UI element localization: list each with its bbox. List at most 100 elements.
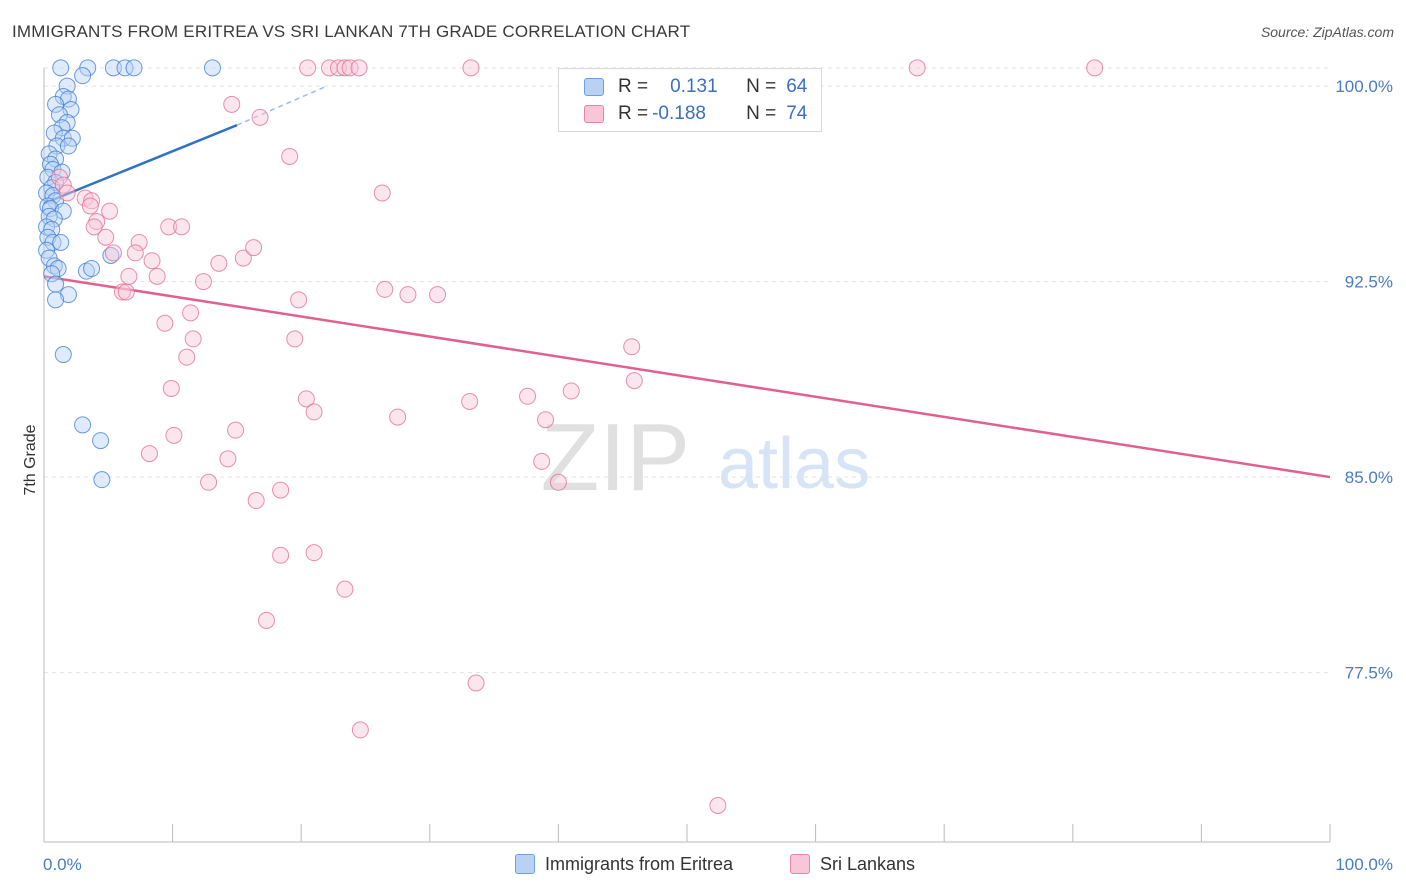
x-tick-label-min: 0.0% bbox=[43, 855, 82, 874]
legend-r-value-srilankans: -0.188 bbox=[652, 103, 706, 124]
x-tick-label-max: 100.0% bbox=[1335, 855, 1393, 874]
point-srilankans bbox=[140, 445, 158, 463]
point-srilankans bbox=[299, 59, 317, 77]
point-srilankans bbox=[467, 674, 485, 692]
point-eritrea bbox=[102, 247, 120, 264]
point-srilankans bbox=[341, 59, 359, 77]
point-srilankans bbox=[519, 387, 537, 405]
point-srilankans bbox=[173, 218, 191, 236]
point-srilankans bbox=[376, 280, 394, 298]
point-srilankans bbox=[58, 184, 76, 202]
point-srilankans bbox=[227, 421, 245, 439]
point-srilankans bbox=[351, 721, 369, 739]
point-eritrea bbox=[45, 124, 63, 142]
point-srilankans bbox=[272, 481, 290, 499]
point-eritrea bbox=[63, 129, 81, 147]
point-srilankans bbox=[908, 59, 926, 77]
point-eritrea bbox=[59, 137, 77, 155]
legend-r-label: R = bbox=[618, 103, 649, 124]
point-srilankans bbox=[320, 59, 338, 77]
point-eritrea bbox=[47, 95, 65, 113]
trend-line-srilankans bbox=[43, 275, 1331, 479]
point-srilankans bbox=[462, 59, 480, 77]
trend-line-eritrea-extension bbox=[236, 85, 328, 126]
y-tick-label: 92.5% bbox=[1345, 273, 1393, 292]
point-eritrea bbox=[125, 59, 143, 77]
point-srilankans bbox=[178, 348, 196, 366]
point-srilankans bbox=[160, 218, 178, 236]
point-eritrea bbox=[74, 416, 92, 434]
point-eritrea bbox=[77, 262, 95, 280]
point-srilankans bbox=[373, 184, 391, 202]
point-srilankans bbox=[182, 304, 200, 322]
stats-legend: R = 0.131 N = 64 R = -0.188 N = 74 bbox=[558, 68, 822, 132]
point-srilankans bbox=[429, 286, 447, 304]
legend-r-value-eritrea: 0.131 bbox=[670, 76, 718, 97]
point-srilankans bbox=[562, 382, 580, 400]
point-eritrea bbox=[83, 260, 101, 278]
point-eritrea bbox=[203, 59, 221, 77]
legend-n-label: N = bbox=[746, 103, 777, 124]
legend-r-label: R = bbox=[618, 76, 649, 97]
point-srilankans bbox=[194, 273, 212, 291]
y-tick-label: 85.0% bbox=[1345, 468, 1393, 487]
y-axis-label: 7th Grade bbox=[22, 424, 39, 495]
point-srilankans bbox=[272, 546, 290, 564]
point-eritrea bbox=[59, 286, 77, 304]
point-srilankans bbox=[305, 403, 323, 421]
point-srilankans bbox=[143, 252, 161, 270]
point-eritrea bbox=[59, 90, 77, 108]
point-srilankans bbox=[97, 228, 115, 246]
point-eritrea bbox=[58, 77, 76, 95]
data-points bbox=[38, 59, 1104, 815]
y-tick-label: 77.5% bbox=[1345, 664, 1393, 683]
chart-title: IMMIGRANTS FROM ERITREA VS SRI LANKAN 7T… bbox=[12, 22, 691, 41]
point-eritrea bbox=[74, 67, 92, 85]
point-srilankans bbox=[1086, 59, 1104, 77]
point-srilankans bbox=[81, 197, 99, 215]
point-srilankans bbox=[399, 286, 417, 304]
point-srilankans bbox=[297, 390, 315, 408]
watermark-zip: ZIP bbox=[541, 404, 690, 511]
point-srilankans bbox=[537, 411, 555, 429]
point-srilankans bbox=[101, 202, 119, 220]
point-srilankans bbox=[350, 59, 368, 77]
point-eritrea bbox=[39, 228, 57, 246]
point-eritrea bbox=[54, 346, 72, 364]
point-srilankans bbox=[623, 338, 641, 356]
point-eritrea bbox=[93, 471, 111, 489]
point-srilankans bbox=[184, 330, 202, 348]
point-eritrea bbox=[47, 291, 65, 309]
point-srilankans bbox=[389, 408, 407, 426]
y-tick-labels: 100.0% 92.5% 85.0% 77.5% bbox=[1335, 77, 1393, 683]
chart-source: Source: ZipAtlas.com bbox=[1260, 24, 1394, 40]
point-srilankans bbox=[234, 249, 252, 267]
bottom-legend-eritrea[interactable]: Immigrants from Eritrea bbox=[515, 852, 733, 876]
point-srilankans bbox=[104, 244, 122, 262]
bottom-legend-swatch-eritrea bbox=[515, 854, 535, 874]
point-srilankans bbox=[219, 450, 237, 468]
point-srilankans bbox=[165, 426, 183, 444]
point-eritrea bbox=[116, 59, 134, 77]
point-srilankans bbox=[223, 95, 241, 113]
bottom-legend-swatch-srilankans bbox=[790, 854, 810, 874]
point-srilankans bbox=[148, 267, 166, 285]
axes bbox=[43, 68, 1331, 843]
point-srilankans bbox=[549, 473, 567, 491]
point-srilankans bbox=[50, 168, 68, 186]
grid-lines bbox=[44, 67, 1330, 674]
point-srilankans bbox=[117, 283, 135, 301]
point-srilankans bbox=[251, 108, 269, 126]
point-srilankans bbox=[83, 192, 101, 210]
point-eritrea bbox=[52, 59, 70, 77]
point-eritrea bbox=[47, 275, 65, 293]
point-srilankans bbox=[120, 267, 138, 285]
point-eritrea bbox=[43, 265, 61, 283]
point-srilankans bbox=[625, 372, 643, 390]
point-srilankans bbox=[54, 176, 72, 194]
bottom-legend-srilankans[interactable]: Sri Lankans bbox=[790, 852, 915, 876]
point-eritrea bbox=[43, 220, 61, 238]
point-srilankans bbox=[281, 147, 299, 165]
point-eritrea bbox=[52, 233, 70, 251]
